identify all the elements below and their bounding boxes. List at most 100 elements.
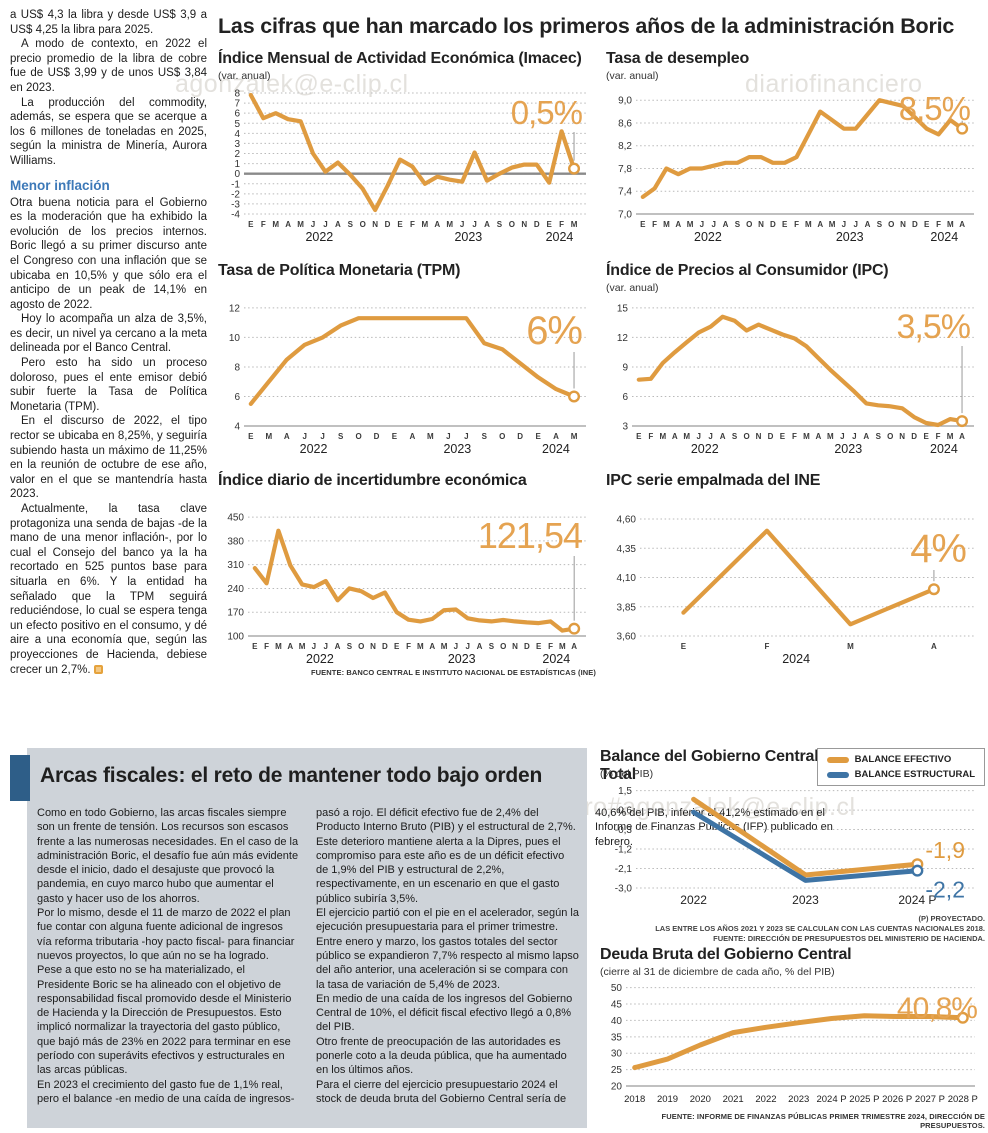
svg-text:E: E bbox=[640, 220, 646, 229]
svg-text:M: M bbox=[299, 642, 306, 651]
svg-text:D: D bbox=[534, 220, 540, 229]
svg-text:7,8: 7,8 bbox=[618, 164, 632, 175]
svg-text:A: A bbox=[720, 432, 726, 441]
svg-text:8: 8 bbox=[234, 89, 240, 100]
chart-subtitle: (var. anual) bbox=[606, 282, 659, 294]
svg-text:A: A bbox=[571, 642, 577, 651]
svg-text:450: 450 bbox=[227, 513, 244, 524]
svg-text:J: J bbox=[312, 642, 316, 651]
svg-text:E: E bbox=[782, 220, 788, 229]
article-paragraph: En el discurso de 2022, el tipo rector s… bbox=[10, 415, 207, 501]
svg-text:J: J bbox=[696, 432, 700, 441]
svg-text:J: J bbox=[852, 432, 856, 441]
svg-text:1,5: 1,5 bbox=[618, 786, 632, 797]
svg-text:J: J bbox=[446, 432, 450, 441]
svg-text:F: F bbox=[794, 220, 799, 229]
svg-text:E: E bbox=[536, 642, 542, 651]
svg-text:3: 3 bbox=[622, 422, 628, 433]
svg-text:2027 P: 2027 P bbox=[915, 1094, 945, 1105]
svg-text:N: N bbox=[370, 642, 376, 651]
svg-text:S: S bbox=[735, 220, 741, 229]
legend-item: BALANCE EFECTIVO bbox=[826, 754, 975, 765]
chart-subtitle bbox=[218, 282, 596, 296]
svg-text:E: E bbox=[681, 642, 687, 651]
fiscal-paragraph: Otro frente de preocupación de las autor… bbox=[316, 1035, 567, 1077]
svg-text:D: D bbox=[517, 432, 523, 441]
legend-swatch-efectivo bbox=[826, 756, 849, 763]
svg-text:2024: 2024 bbox=[930, 230, 958, 244]
svg-text:E: E bbox=[923, 432, 929, 441]
svg-text:9,0: 9,0 bbox=[618, 96, 632, 107]
svg-text:M: M bbox=[559, 642, 566, 651]
svg-text:-1,9: -1,9 bbox=[925, 837, 965, 863]
svg-text:M: M bbox=[659, 432, 666, 441]
svg-text:J: J bbox=[465, 642, 469, 651]
svg-text:-3: -3 bbox=[231, 199, 240, 210]
svg-text:8,2: 8,2 bbox=[618, 141, 632, 152]
svg-text:240: 240 bbox=[227, 584, 244, 595]
chart-title: Tasa de Política Monetaria (TPM) bbox=[218, 262, 461, 279]
desempleo-line-chart: 9,08,68,27,87,47,0E F M A M J J A S O N D E F M A M J J A S O… bbox=[618, 90, 974, 244]
svg-text:-2: -2 bbox=[231, 189, 240, 200]
svg-text:2021: 2021 bbox=[723, 1094, 744, 1105]
svg-text:4,60: 4,60 bbox=[617, 515, 637, 526]
svg-text:30: 30 bbox=[611, 1049, 623, 1060]
svg-text:N: N bbox=[521, 220, 527, 229]
svg-text:J: J bbox=[454, 642, 458, 651]
legend-label: BALANCE ESTRUCTURAL bbox=[854, 769, 975, 780]
svg-text:2023: 2023 bbox=[792, 893, 819, 907]
svg-text:S: S bbox=[489, 642, 495, 651]
fiscal-article-title: Arcas fiscales: el reto de mantener todo… bbox=[40, 764, 543, 787]
svg-text:-1: -1 bbox=[231, 179, 240, 190]
svg-text:E: E bbox=[392, 432, 398, 441]
svg-text:A: A bbox=[959, 432, 965, 441]
article-paragraph: Otra buena noticia para el Gobierno es l… bbox=[10, 196, 207, 311]
svg-text:M: M bbox=[297, 220, 304, 229]
svg-text:N: N bbox=[899, 432, 905, 441]
svg-text:40: 40 bbox=[611, 1016, 623, 1027]
svg-text:2023: 2023 bbox=[443, 442, 471, 456]
svg-text:7,0: 7,0 bbox=[618, 210, 632, 221]
svg-text:M: M bbox=[827, 432, 834, 441]
svg-text:A: A bbox=[672, 432, 678, 441]
svg-text:12: 12 bbox=[229, 303, 241, 314]
svg-text:3,60: 3,60 bbox=[617, 632, 637, 643]
svg-text:M: M bbox=[805, 220, 812, 229]
svg-text:2025 P: 2025 P bbox=[849, 1094, 879, 1105]
article-paragraph: Hoy lo acompaña un alza de 3,5%, es deci… bbox=[10, 313, 207, 355]
page-title: Las cifras que han marcado los primeros … bbox=[218, 14, 955, 38]
chart-footnotes: (P) PROYECTADO. LAS ENTRE LOS AÑOS 2021 … bbox=[655, 914, 985, 944]
svg-text:M: M bbox=[446, 220, 453, 229]
svg-text:J: J bbox=[323, 220, 327, 229]
svg-text:-4: -4 bbox=[231, 210, 240, 221]
svg-text:3,5%: 3,5% bbox=[897, 308, 971, 346]
svg-text:2023: 2023 bbox=[836, 230, 864, 244]
svg-text:4,10: 4,10 bbox=[617, 573, 637, 584]
svg-text:O: O bbox=[360, 220, 366, 229]
svg-text:-3,0: -3,0 bbox=[615, 884, 633, 895]
svg-text:N: N bbox=[372, 220, 378, 229]
svg-text:M: M bbox=[272, 220, 279, 229]
svg-text:S: S bbox=[482, 432, 488, 441]
chart-title: Índice diario de incertidumbre económica bbox=[218, 472, 527, 489]
svg-text:S: S bbox=[338, 432, 344, 441]
svg-text:2022: 2022 bbox=[694, 230, 722, 244]
svg-text:2: 2 bbox=[234, 149, 240, 160]
svg-text:J: J bbox=[320, 432, 324, 441]
svg-text:2026 P: 2026 P bbox=[882, 1094, 912, 1105]
svg-text:E: E bbox=[248, 432, 254, 441]
chart-card-ipc-ine: IPC serie empalmada del INE 4,60 4,35 4,10… bbox=[606, 472, 984, 666]
fiscal-paragraph: En 2023 el crecimiento del gasto fue de … bbox=[37, 807, 576, 1105]
svg-text:6: 6 bbox=[234, 392, 240, 403]
svg-text:J: J bbox=[700, 220, 704, 229]
chart-card-imacec: Índice Mensual de Actividad Económica (I… bbox=[218, 50, 596, 244]
svg-text:M: M bbox=[847, 642, 854, 651]
svg-text:A: A bbox=[477, 642, 483, 651]
svg-text:E: E bbox=[252, 642, 258, 651]
chart-title: Índice de Precios al Consumidor (IPC) bbox=[606, 262, 889, 279]
svg-text:F: F bbox=[764, 642, 769, 651]
svg-text:E: E bbox=[636, 432, 642, 441]
svg-text:A: A bbox=[429, 642, 435, 651]
